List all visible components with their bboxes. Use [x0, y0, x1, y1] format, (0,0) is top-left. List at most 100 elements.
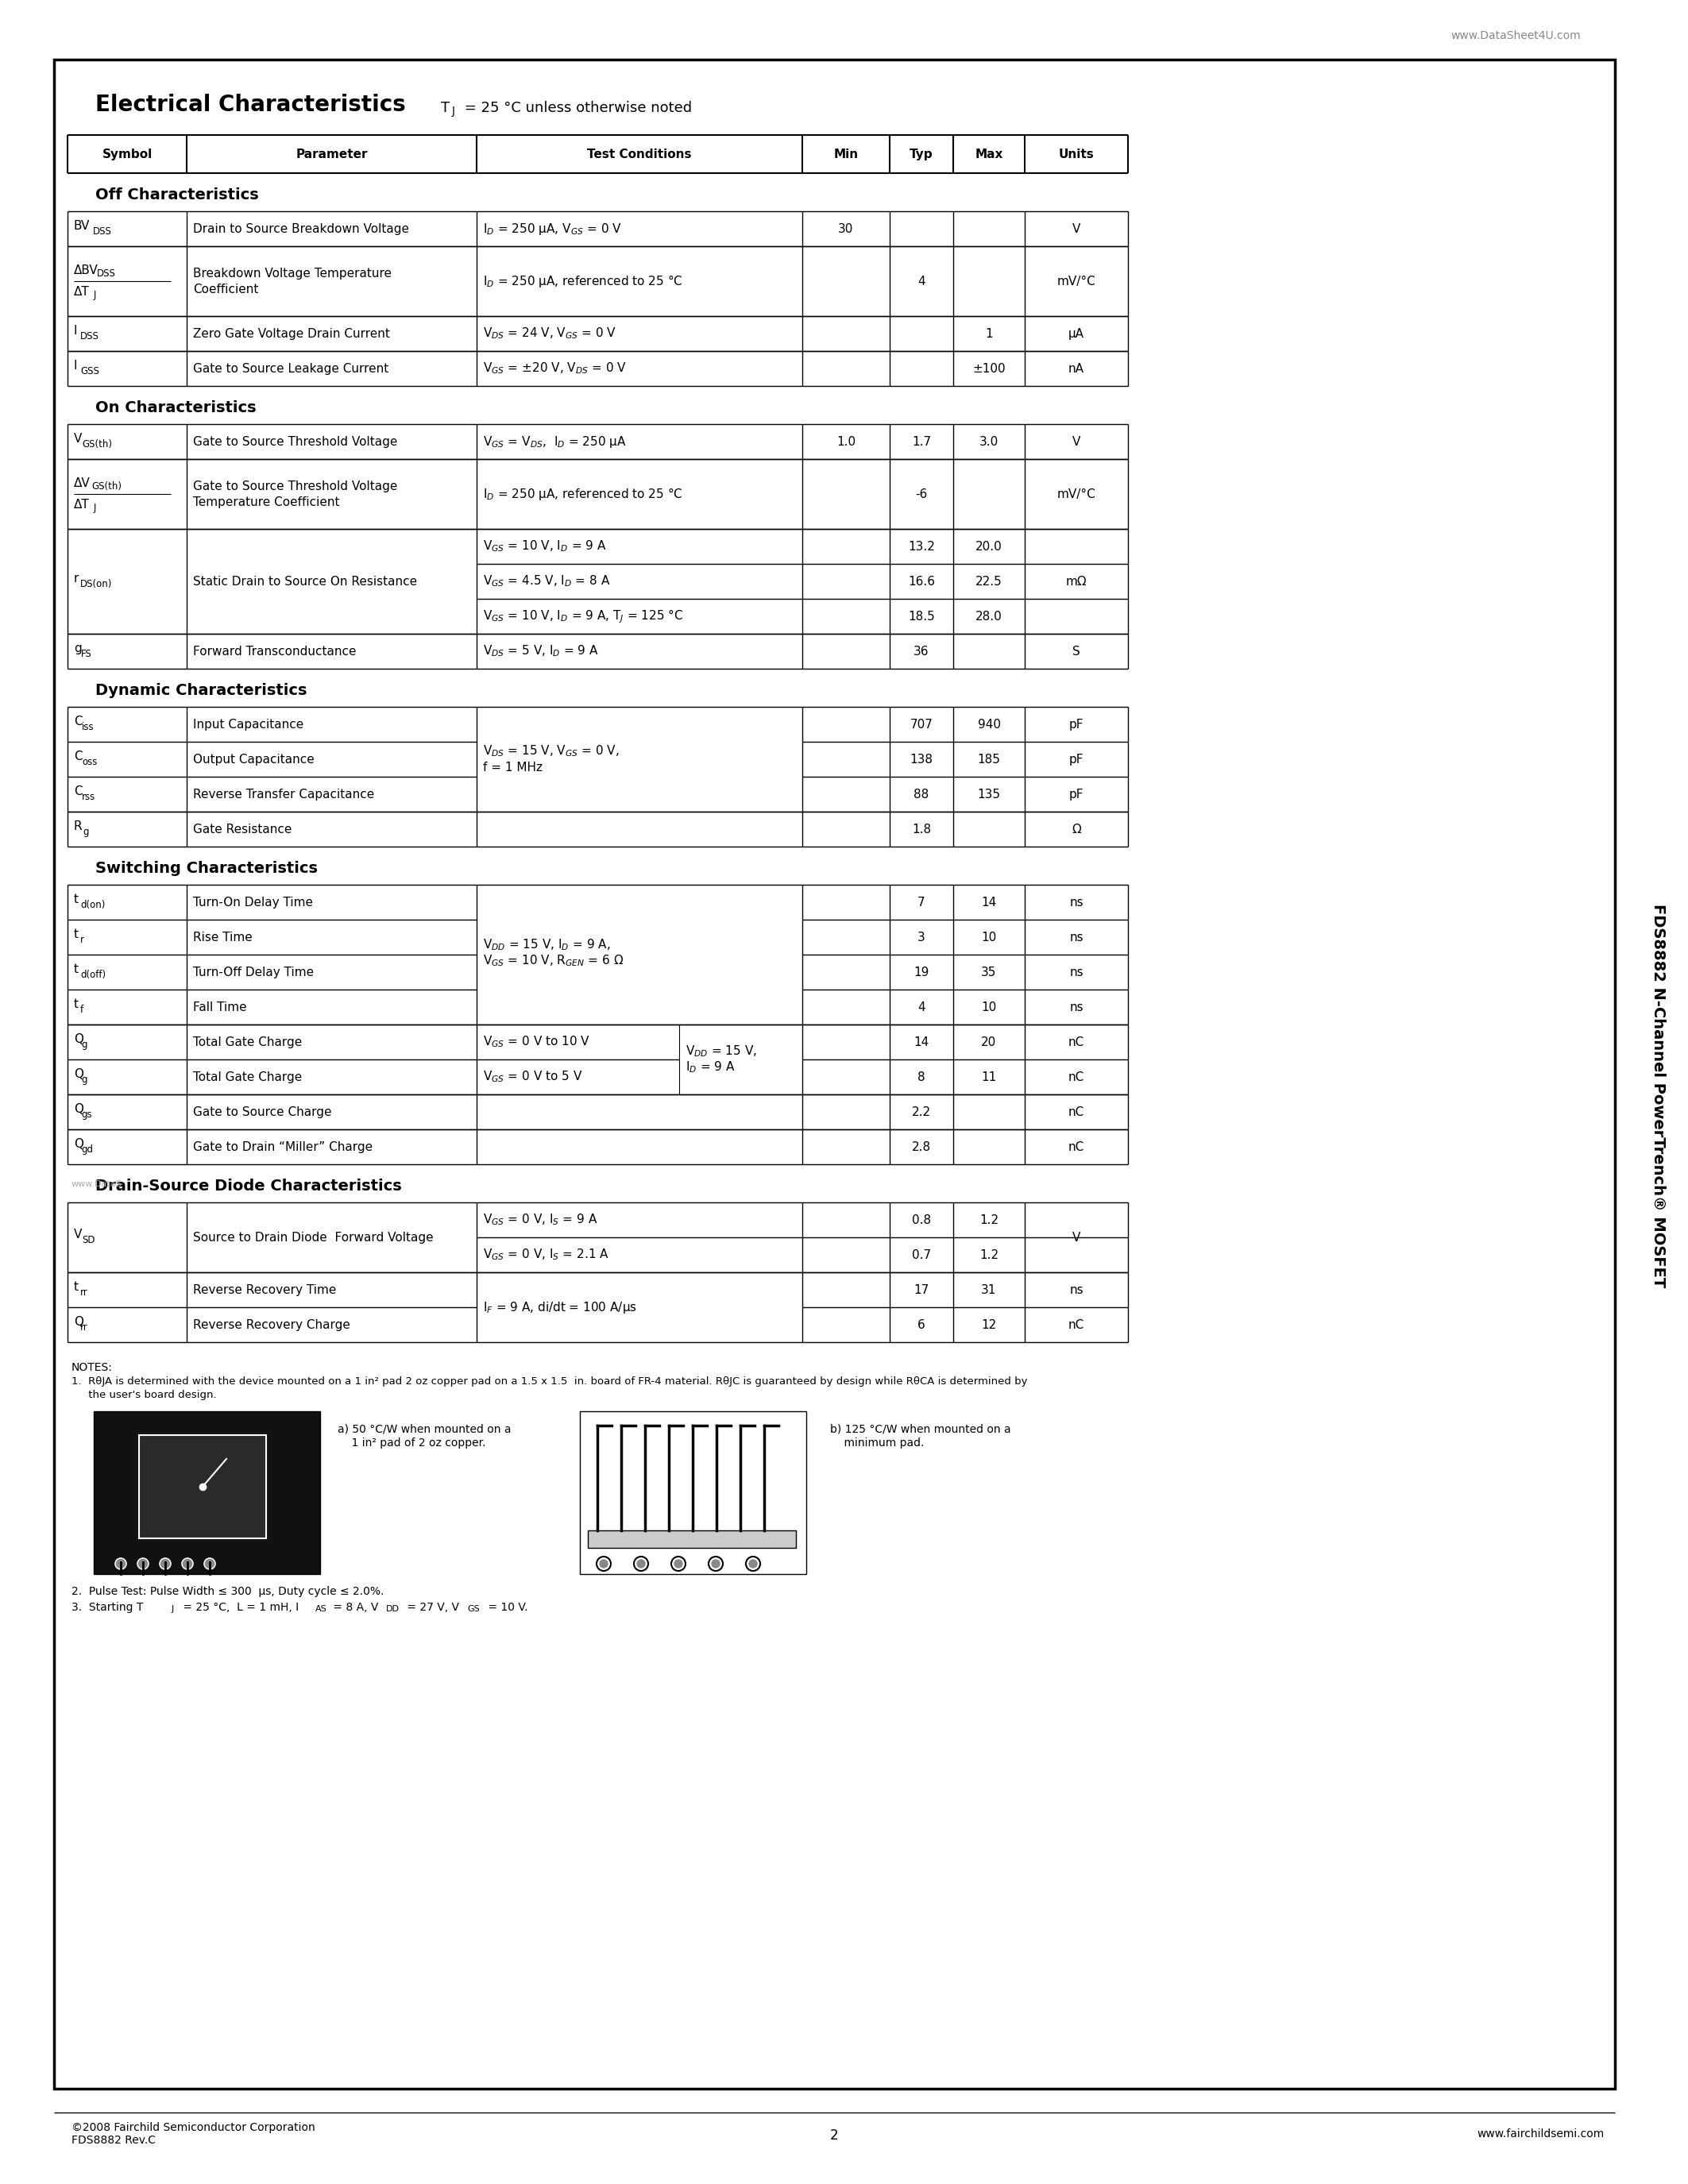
Text: 17: 17	[913, 1284, 928, 1295]
Text: rr: rr	[81, 1321, 88, 1332]
Text: 88: 88	[913, 788, 928, 799]
Text: V$_{GS}$ = 10 V, R$_{GEN}$ = 6 Ω: V$_{GS}$ = 10 V, R$_{GEN}$ = 6 Ω	[483, 954, 625, 968]
Text: 19: 19	[913, 965, 928, 978]
Text: 1.8: 1.8	[912, 823, 932, 834]
Text: GS(th): GS(th)	[81, 439, 111, 450]
Text: 1.2: 1.2	[979, 1249, 999, 1260]
Text: DD: DD	[387, 1605, 400, 1614]
Text: pF: pF	[1069, 788, 1084, 799]
Text: V: V	[1072, 223, 1080, 234]
Text: Breakdown Voltage Temperature: Breakdown Voltage Temperature	[192, 266, 392, 280]
Text: 0.7: 0.7	[912, 1249, 932, 1260]
Text: 10: 10	[981, 930, 996, 943]
Text: FDS8882 Rev.C: FDS8882 Rev.C	[71, 2134, 155, 2147]
Text: DSS: DSS	[93, 225, 111, 236]
Text: V$_{GS}$ = 0 V to 5 V: V$_{GS}$ = 0 V to 5 V	[483, 1070, 582, 1083]
Text: 2.  Pulse Test: Pulse Width ≤ 300  μs, Duty cycle ≤ 2.0%.: 2. Pulse Test: Pulse Width ≤ 300 μs, Dut…	[71, 1586, 383, 1597]
Text: I$_D$ = 250 μA, referenced to 25 °C: I$_D$ = 250 μA, referenced to 25 °C	[483, 273, 682, 288]
Text: Off Characteristics: Off Characteristics	[95, 188, 258, 203]
Text: DS(on): DS(on)	[81, 579, 113, 590]
Text: 11: 11	[981, 1070, 996, 1083]
Text: 7: 7	[918, 895, 925, 909]
Circle shape	[204, 1557, 216, 1570]
Text: Temperature Coefficient: Temperature Coefficient	[192, 496, 339, 509]
Text: 18.5: 18.5	[908, 609, 935, 622]
Text: Drain to Source Breakdown Voltage: Drain to Source Breakdown Voltage	[192, 223, 408, 234]
Text: C: C	[74, 749, 83, 762]
Text: Typ: Typ	[910, 149, 933, 159]
Text: 2.8: 2.8	[912, 1140, 932, 1153]
Text: 1 in² pad of 2 oz copper.: 1 in² pad of 2 oz copper.	[338, 1437, 486, 1448]
Text: 185: 185	[977, 753, 1001, 764]
Circle shape	[115, 1557, 127, 1570]
Text: 35: 35	[981, 965, 996, 978]
Text: V$_{GS}$ = 10 V, I$_D$ = 9 A: V$_{GS}$ = 10 V, I$_D$ = 9 A	[483, 539, 606, 555]
Text: ns: ns	[1070, 895, 1084, 909]
Text: DSS: DSS	[96, 269, 116, 277]
Text: Drain-Source Diode Characteristics: Drain-Source Diode Characteristics	[95, 1179, 402, 1195]
Text: I$_F$ = 9 A, di/dt = 100 A/μs: I$_F$ = 9 A, di/dt = 100 A/μs	[483, 1299, 636, 1315]
Text: Units: Units	[1058, 149, 1094, 159]
Text: C: C	[74, 784, 83, 797]
Text: pF: pF	[1069, 753, 1084, 764]
Text: Gate to Source Threshold Voltage: Gate to Source Threshold Voltage	[192, 480, 397, 491]
Text: Q: Q	[74, 1033, 83, 1044]
Text: Static Drain to Source On Resistance: Static Drain to Source On Resistance	[192, 574, 417, 587]
Text: pF: pF	[1069, 719, 1084, 729]
Text: 31: 31	[981, 1284, 996, 1295]
Text: 135: 135	[977, 788, 1001, 799]
Text: J: J	[452, 105, 456, 116]
Text: J: J	[95, 290, 96, 299]
Text: minimum pad.: minimum pad.	[830, 1437, 923, 1448]
Text: www.DataSheet4U.com: www.DataSheet4U.com	[1450, 31, 1580, 41]
Text: Parameter: Parameter	[295, 149, 368, 159]
Text: Fall Time: Fall Time	[192, 1000, 246, 1013]
Text: t: t	[74, 893, 79, 904]
Text: R: R	[74, 819, 83, 832]
Text: I$_D$ = 250 μA, referenced to 25 °C: I$_D$ = 250 μA, referenced to 25 °C	[483, 487, 682, 502]
Text: b) 125 °C/W when mounted on a: b) 125 °C/W when mounted on a	[830, 1424, 1011, 1435]
Text: 28.0: 28.0	[976, 609, 1003, 622]
Text: C: C	[74, 714, 83, 727]
Text: T: T	[441, 100, 449, 116]
Text: Q: Q	[74, 1103, 83, 1114]
Text: r: r	[81, 935, 84, 946]
Text: Turn-On Delay Time: Turn-On Delay Time	[192, 895, 312, 909]
Circle shape	[712, 1559, 719, 1568]
Text: rss: rss	[81, 791, 96, 802]
Text: Reverse Transfer Capacitance: Reverse Transfer Capacitance	[192, 788, 375, 799]
Text: Test Conditions: Test Conditions	[587, 149, 692, 159]
Text: oss: oss	[81, 756, 98, 767]
Text: Source to Drain Diode  Forward Voltage: Source to Drain Diode Forward Voltage	[192, 1232, 434, 1243]
Text: 20.0: 20.0	[976, 539, 1003, 553]
Text: ns: ns	[1070, 965, 1084, 978]
Text: t: t	[74, 1280, 79, 1293]
Text: Turn-Off Delay Time: Turn-Off Delay Time	[192, 965, 314, 978]
Text: www.fairchildsemi.com: www.fairchildsemi.com	[1477, 2129, 1605, 2140]
Text: On Characteristics: On Characteristics	[95, 400, 257, 415]
Text: J: J	[172, 1605, 174, 1614]
Text: nA: nA	[1069, 363, 1084, 373]
Text: I$_D$ = 250 μA, V$_{GS}$ = 0 V: I$_D$ = 250 μA, V$_{GS}$ = 0 V	[483, 221, 621, 236]
Text: GSS: GSS	[81, 365, 100, 376]
Text: 12: 12	[981, 1319, 996, 1330]
Text: I: I	[74, 325, 78, 336]
Text: V$_{GS}$ = 0 V, I$_S$ = 9 A: V$_{GS}$ = 0 V, I$_S$ = 9 A	[483, 1212, 598, 1227]
Text: rr: rr	[81, 1286, 88, 1297]
Text: Max: Max	[976, 149, 1003, 159]
Text: d(on): d(on)	[81, 900, 105, 911]
Text: 10: 10	[981, 1000, 996, 1013]
Circle shape	[182, 1557, 192, 1570]
Text: 20: 20	[981, 1035, 996, 1048]
Text: Output Capacitance: Output Capacitance	[192, 753, 314, 764]
Text: 14: 14	[913, 1035, 928, 1048]
Text: DSS: DSS	[81, 330, 100, 341]
Text: d(off): d(off)	[81, 970, 106, 981]
Text: 36: 36	[913, 644, 928, 657]
Text: iss: iss	[81, 721, 95, 732]
Text: -6: -6	[915, 487, 927, 500]
Text: 4: 4	[918, 1000, 925, 1013]
Circle shape	[709, 1557, 722, 1570]
Text: = 27 V, V: = 27 V, V	[403, 1601, 459, 1614]
Text: I: I	[74, 360, 78, 371]
